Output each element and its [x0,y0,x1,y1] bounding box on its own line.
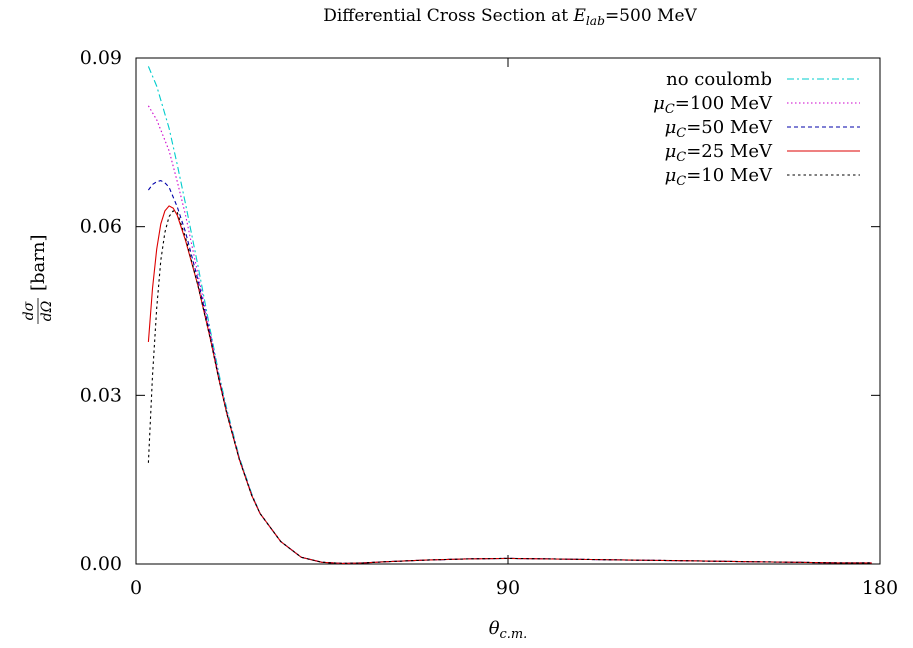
chart-title: Differential Cross Section at Elab​=500 … [323,6,697,28]
y-label-unit: [barn] [28,235,49,292]
x-tick-label: 180 [862,577,898,599]
axis-ticks: 0 90 180 0.00 0.03 0.06 0.09 [80,47,898,599]
x-axis-label-text: θc.m.​ [489,618,528,642]
chart-title-text: Differential Cross Section at Elab​=500 … [323,6,697,28]
legend-label-3: μC​=50 MeV [665,117,773,141]
x-tick-label: 90 [496,577,520,599]
y-tick-label: 0.03 [80,384,122,406]
y-tick-label: 0.00 [80,553,122,575]
x-axis-label: θc.m.​ [489,618,528,642]
y-tick-label: 0.06 [80,216,122,238]
legend-label-4: μC​=25 MeV [665,141,773,165]
legend-label-5: μC​=10 MeV [665,165,773,189]
legend-label-1: no coulomb [666,69,772,90]
y-tick-label: 0.09 [80,47,122,69]
y-label-denominator: dΩ [39,300,55,321]
legend-label-2: μC​=100 MeV [653,93,773,117]
y-axis-label: dσ dΩ [barn] [21,235,55,324]
series-line-5 [147,210,872,564]
series-lines [147,66,872,564]
y-label-numerator: dσ [21,301,37,320]
x-tick-label: 0 [130,577,142,599]
series-line-4 [147,205,872,564]
